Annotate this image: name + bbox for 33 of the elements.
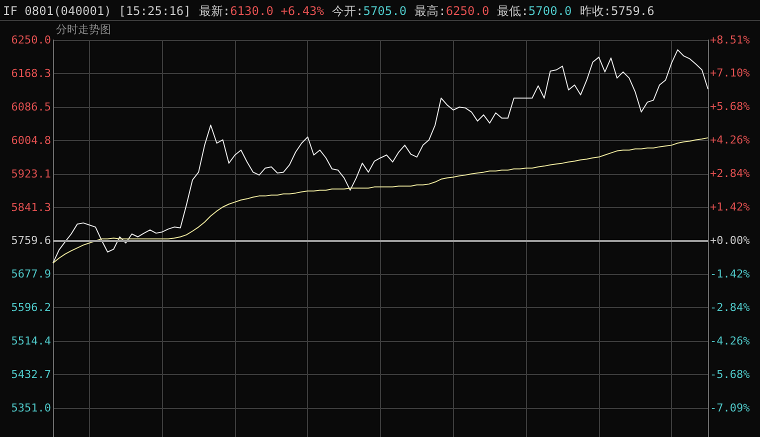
y-tick-label: 5514.4 (11, 334, 52, 348)
line-series (52, 137, 708, 264)
y-tick-label: 6250.0 (11, 34, 51, 46)
line-series (52, 49, 708, 264)
y2-tick-label: +5.68% (710, 100, 750, 114)
y-tick-label: 5596.2 (11, 301, 51, 314)
y-tick-label: 6004.8 (11, 134, 51, 147)
text: 今开:5705.0 (332, 4, 407, 18)
y2-tick-label: +7.10% (710, 66, 750, 80)
y2-tick-label: -4.26% (710, 334, 750, 348)
y2-tick-label: +0.00% (710, 234, 750, 248)
y-tick-label: 5841.3 (11, 200, 51, 214)
text: 最高:6250.0 (414, 4, 490, 18)
y-tick-label: 5677.9 (11, 268, 51, 281)
y-tick-label: 5923.1 (11, 167, 51, 180)
text: 最新:6130.0 +6.43% (198, 4, 324, 18)
y-tick-label: 6086.5 (11, 100, 51, 114)
y2-tick-label: -5.68% (710, 368, 750, 382)
text: 最低:5700.0 (497, 4, 572, 18)
y2-tick-label: -7.09% (710, 401, 750, 414)
chart-subtitle: 分时走势图 (56, 22, 111, 37)
y2-tick-label: +2.84% (710, 167, 750, 180)
y2-tick-label: +8.51% (710, 34, 750, 46)
text: 昨收:5759.6 (580, 4, 654, 18)
y-tick-label: 5432.7 (11, 368, 51, 382)
y-tick-label: 6168.3 (11, 66, 51, 80)
y-tick-label: 5351.0 (11, 401, 51, 414)
chart-title: IF 0801(040001) [15:25:16] (3, 4, 191, 18)
y2-tick-label: +1.42% (710, 200, 750, 214)
y-tick-label: 5759.6 (11, 234, 51, 248)
y2-tick-label: +4.26% (710, 134, 750, 147)
y2-tick-label: -1.42% (710, 268, 750, 281)
y2-tick-label: -2.84% (710, 301, 750, 314)
